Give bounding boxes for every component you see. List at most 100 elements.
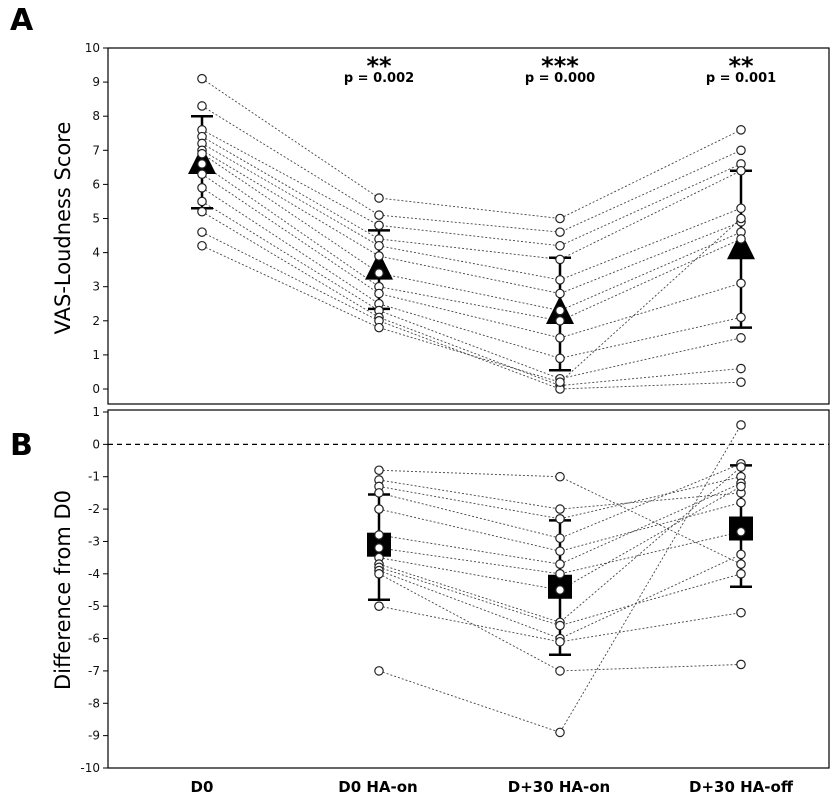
panel-a-data-point: [197, 240, 207, 251]
panel-a-ytick-label: 6: [92, 177, 100, 191]
panel-b-data-point: [555, 471, 565, 482]
panel-a-subject-line: [201, 218, 742, 383]
panel-a-data-point: [736, 333, 746, 343]
panel-a-subject-line: [201, 153, 742, 312]
panel-b-data-point: [555, 559, 565, 569]
panel-b-data-point: [374, 504, 384, 514]
panel-a-data-point: [197, 148, 207, 159]
panel-b-data-point: [555, 620, 565, 631]
panel-b-ytick-label: -5: [88, 599, 100, 613]
panel-b-ytick-label: -8: [88, 696, 100, 710]
panel-a-data-point: [736, 145, 746, 156]
panel-b-data-point: [555, 636, 565, 647]
panel-b-subject-line: [378, 486, 742, 591]
panel-a-subject-line: [201, 105, 742, 233]
p-value-d30-ha-on: p = 0.000: [525, 71, 595, 86]
panel-b-data-point: [555, 585, 565, 595]
panel-a-data-point: [555, 377, 565, 387]
panel-b-data-point: [374, 488, 384, 498]
panel-a-subject-line: [201, 129, 742, 247]
panel-b-frame: [107, 409, 830, 769]
panel-b-subject-line: [378, 479, 742, 510]
panel-b-data-point: [555, 727, 565, 738]
panel-b-data-point: [555, 546, 565, 556]
panel-a-data-point: [374, 240, 384, 251]
panel-b-data-point: [736, 497, 746, 508]
panel-a-ytick-label: 0: [92, 382, 100, 396]
panel-b-ylabel: Difference from D0: [51, 490, 75, 690]
panel-b-letter: B: [10, 428, 33, 463]
panel-a-ytick-label: 1: [92, 348, 100, 362]
panel-a-subject-line: [201, 173, 742, 339]
panel-a-letter: A: [10, 3, 34, 38]
panel-a-data-point: [736, 278, 746, 289]
panel-a-data-point: [374, 193, 384, 203]
x-label-d30-ha-on: D+30 HA-on: [508, 778, 611, 796]
panel-a-data-point: [374, 251, 384, 261]
panel-a-data-point: [555, 315, 565, 326]
panel-a-data-point: [555, 353, 565, 364]
panel-b-data-point: [555, 504, 565, 514]
panel-a-subject-line: [201, 187, 742, 359]
panel-a-data-point: [197, 227, 207, 237]
panel-a-data-point: [736, 363, 746, 374]
panel-a-subject-line: [201, 78, 742, 219]
panel-b-data-point: [374, 465, 384, 476]
panel-b-ytick-label: -10: [80, 761, 100, 775]
panel-a-subject-line: [201, 201, 742, 380]
panel-b-data-point: [736, 481, 746, 492]
panel-b-subject-line: [378, 463, 742, 539]
x-label-d30-ha-off: D+30 HA-off: [689, 778, 794, 796]
panel-a-ytick-label: 9: [92, 75, 100, 89]
panel-a-data-point: [197, 73, 207, 84]
panel-a-data-point: [374, 288, 384, 299]
panel-a-data-point: [197, 196, 207, 207]
panel-b-subject-line: [378, 476, 742, 520]
panel-b-data-point: [736, 659, 746, 670]
panel-a-data-point: [736, 213, 746, 224]
panel-b-data-point: [555, 513, 565, 524]
panel-a-data-point: [197, 206, 207, 217]
panel-b-data-point: [736, 549, 746, 560]
panel-b-data-point: [555, 533, 565, 544]
panel-a-ytick-label: 7: [92, 143, 100, 157]
panel-a-subject-line: [201, 211, 742, 387]
panel-b-subject-line: [378, 482, 742, 565]
panel-a-ytick-label: 5: [92, 212, 100, 226]
panel-a-mean-marker: [727, 231, 755, 260]
panel-a-data-point: [197, 183, 207, 193]
panel-b-data-point: [374, 601, 384, 611]
panel-a-data-point: [197, 169, 207, 179]
panel-a-data-point: [555, 333, 565, 343]
panel-b-subject-line: [378, 466, 742, 623]
panel-a-subject-line: [201, 149, 742, 294]
panel-b-ytick-label: -6: [88, 632, 100, 646]
panel-a-data-point: [374, 220, 384, 231]
p-value-d0-ha-on: p = 0.002: [344, 71, 414, 86]
panel-b-subject-line: [378, 424, 742, 733]
panel-b-ytick-label: -3: [88, 534, 100, 548]
sig-stars-d0-ha-on: **: [366, 52, 392, 80]
panel-a-ytick-label: 8: [92, 109, 100, 123]
panel-a-data-point: [555, 213, 565, 224]
panel-a-data-point: [374, 268, 384, 278]
panel-b-ytick-label: 1: [92, 405, 100, 419]
panel-a-data-point: [555, 227, 565, 237]
panel-b-subject-line: [378, 531, 742, 575]
panel-b-data-point: [736, 462, 746, 472]
panel-b-data-point: [736, 607, 746, 618]
panel-a-data-point: [555, 288, 565, 299]
panel-a-data-point: [555, 275, 565, 285]
panel-a-data-point: [736, 234, 746, 244]
panel-a-data-point: [197, 101, 207, 111]
panel-b-data-point: [374, 666, 384, 676]
x-label-d0: D0: [191, 778, 214, 796]
panel-a-data-point: [555, 254, 565, 265]
panel-a-data-point: [374, 322, 384, 333]
sig-stars-d30-ha-on: ***: [541, 52, 579, 80]
x-label-d0-ha-on: D0 HA-on: [338, 778, 417, 796]
panel-b-data-point: [374, 543, 384, 553]
panel-b-data-point: [736, 420, 746, 430]
sig-stars-d30-ha-off: **: [728, 52, 754, 80]
